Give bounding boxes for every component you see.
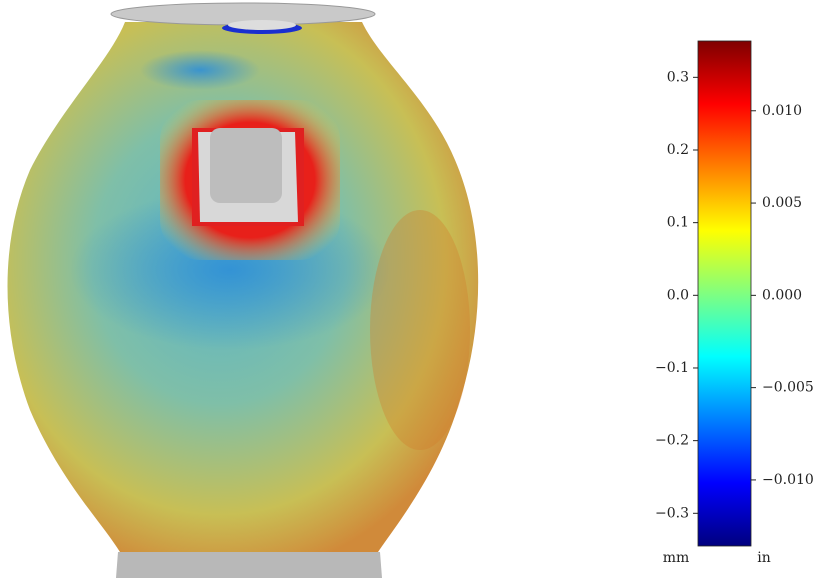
y-tick-label: −0.3 bbox=[655, 505, 689, 521]
y-tick-label: −0.1 bbox=[655, 360, 689, 376]
y2-tick-label: 0.010 bbox=[762, 103, 802, 119]
right-unit-label: in bbox=[757, 550, 771, 566]
y-tick-label: 0.2 bbox=[667, 142, 689, 158]
y-tick-label: 0.0 bbox=[667, 287, 689, 303]
y2-tick-label: −0.005 bbox=[762, 380, 814, 396]
colorbar: mm in 0.3 0.2 0.1 0.0 −0.1 −0.2 −0.3 0.010 0.005… bbox=[655, 40, 814, 566]
vase-image bbox=[7, 2, 479, 578]
left-unit-label: mm bbox=[663, 550, 690, 566]
colorbar-gradient bbox=[697, 40, 752, 547]
y-tick-label: −0.2 bbox=[655, 433, 689, 449]
y-tick-label: 0.1 bbox=[667, 215, 689, 231]
y2-tick-label: 0.000 bbox=[762, 287, 802, 303]
y2-tick-label: −0.010 bbox=[762, 472, 814, 488]
y2-tick-label: 0.005 bbox=[762, 195, 802, 211]
y-tick-label: 0.3 bbox=[667, 69, 689, 85]
